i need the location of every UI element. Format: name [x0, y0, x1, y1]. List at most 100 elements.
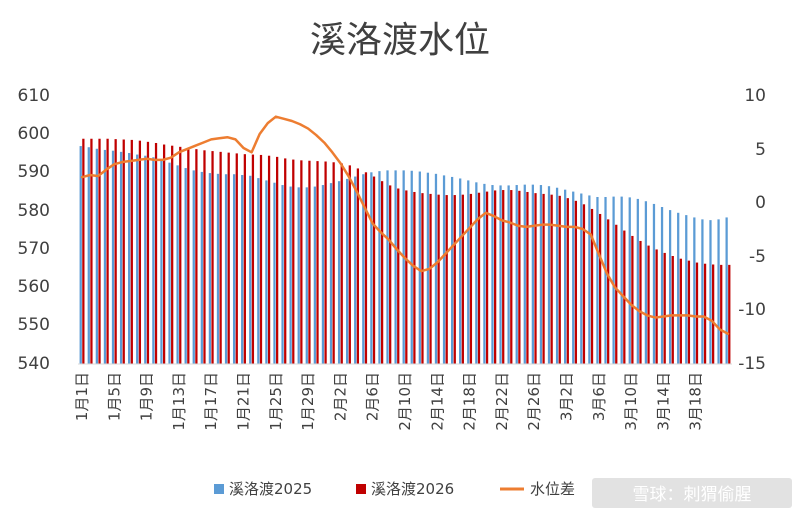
bar-2025 — [531, 184, 534, 364]
bar-2025 — [354, 176, 357, 364]
bar-2026 — [477, 192, 481, 364]
left-tick-label: 580 — [18, 201, 50, 221]
bar-2026 — [259, 154, 263, 364]
x-tick-label: 1月29日 — [299, 372, 317, 431]
bar-2026 — [461, 194, 464, 364]
bar-2025 — [725, 217, 728, 364]
bar-2025 — [620, 196, 623, 364]
x-tick-label: 1月17日 — [202, 372, 220, 431]
bar-2025 — [555, 187, 559, 364]
x-tick-label: 3月2日 — [557, 372, 575, 421]
bar-2025 — [499, 185, 502, 364]
bar-2026 — [171, 145, 174, 364]
bar-2026 — [526, 191, 529, 364]
bar-2025 — [152, 157, 155, 364]
bar-2025 — [410, 170, 413, 364]
bar-2025 — [628, 197, 631, 364]
bar-2025 — [289, 186, 292, 364]
bar-2025 — [652, 203, 656, 364]
bar-2026 — [566, 198, 569, 364]
bar-2025 — [362, 174, 365, 364]
bar-2026 — [720, 264, 723, 364]
bar-2025 — [596, 196, 599, 364]
bar-2026 — [300, 160, 303, 364]
bar-2025 — [297, 187, 300, 364]
left-tick-label: 560 — [18, 277, 50, 297]
bar-2025 — [394, 170, 397, 364]
bar-2026 — [494, 190, 497, 364]
bar-2026 — [389, 185, 392, 364]
watermark: 雪球：刺猬偷腥 — [592, 478, 792, 508]
bar-2025 — [450, 176, 454, 364]
bar-2025 — [208, 173, 212, 364]
bar-2025 — [184, 168, 187, 364]
bar-2026 — [114, 139, 117, 364]
bar-2026 — [413, 191, 416, 364]
legend-label-diff: 水位差 — [530, 480, 575, 498]
bar-2025 — [709, 220, 712, 364]
bar-2026 — [356, 168, 360, 364]
bar-2025 — [160, 159, 163, 364]
right-tick-label: -15 — [738, 354, 766, 374]
bar-2025 — [442, 175, 446, 364]
bar-2025 — [329, 183, 333, 364]
bar-2025 — [701, 219, 704, 364]
x-tick-label: 3月10日 — [622, 372, 640, 431]
left-tick-label: 590 — [18, 162, 50, 182]
bar-2025 — [111, 150, 115, 364]
bar-2026 — [348, 165, 351, 364]
x-tick-label: 2月18日 — [461, 372, 479, 431]
left-tick-label: 600 — [18, 124, 50, 144]
bar-2026 — [284, 158, 287, 364]
chart-title: 溪洛渡水位 — [310, 20, 490, 61]
bar-2026 — [598, 213, 602, 364]
bar-2025 — [588, 195, 591, 364]
bar-2026 — [405, 190, 408, 364]
bar-2026 — [453, 195, 456, 364]
bar-2026 — [590, 208, 594, 364]
bar-2025 — [144, 155, 147, 364]
bar-2026 — [631, 235, 634, 364]
bar-2025 — [313, 186, 316, 364]
bar-2026 — [138, 140, 142, 364]
bar-2026 — [518, 190, 521, 364]
bar-2026 — [195, 149, 198, 364]
legend: 溪洛渡2025 溪洛渡2026 水位差 — [214, 480, 575, 498]
bar-2025 — [273, 182, 276, 364]
right-tick-label: -5 — [749, 247, 766, 267]
bar-2026 — [211, 151, 214, 364]
bar-2026 — [316, 161, 319, 364]
bar-2026 — [558, 195, 561, 364]
bar-2025 — [321, 185, 325, 364]
bar-2025 — [418, 171, 421, 364]
bar-2025 — [467, 180, 470, 364]
bar-2026 — [582, 204, 586, 364]
right-tick-label: 10 — [744, 86, 766, 106]
watermark-text: 雪球：刺猬偷腥 — [633, 485, 752, 505]
x-tick-label: 3月14日 — [654, 372, 672, 431]
bar-2026 — [243, 154, 246, 364]
bar-2026 — [235, 153, 238, 364]
bar-2026 — [663, 252, 666, 364]
bar-2025 — [580, 193, 583, 364]
right-tick-label: -10 — [738, 300, 766, 320]
x-tick-label: 3月18日 — [687, 372, 705, 431]
bar-2025 — [265, 180, 268, 364]
x-tick-label: 3月6日 — [590, 372, 608, 421]
bar-2026 — [364, 172, 368, 364]
bar-2026 — [437, 194, 440, 364]
bar-2026 — [154, 142, 158, 364]
bar-2025 — [507, 185, 510, 364]
bar-2025 — [660, 207, 664, 364]
bar-2026 — [647, 245, 650, 364]
bar-2025 — [232, 174, 236, 364]
bar-2026 — [332, 162, 335, 364]
bar-2026 — [90, 138, 93, 364]
bar-2025 — [459, 178, 462, 364]
bar-2025 — [523, 184, 526, 364]
bar-2026 — [98, 138, 101, 364]
bar-2025 — [119, 151, 123, 364]
bar-2026 — [187, 148, 190, 364]
x-tick-label: 2月10日 — [396, 372, 414, 431]
